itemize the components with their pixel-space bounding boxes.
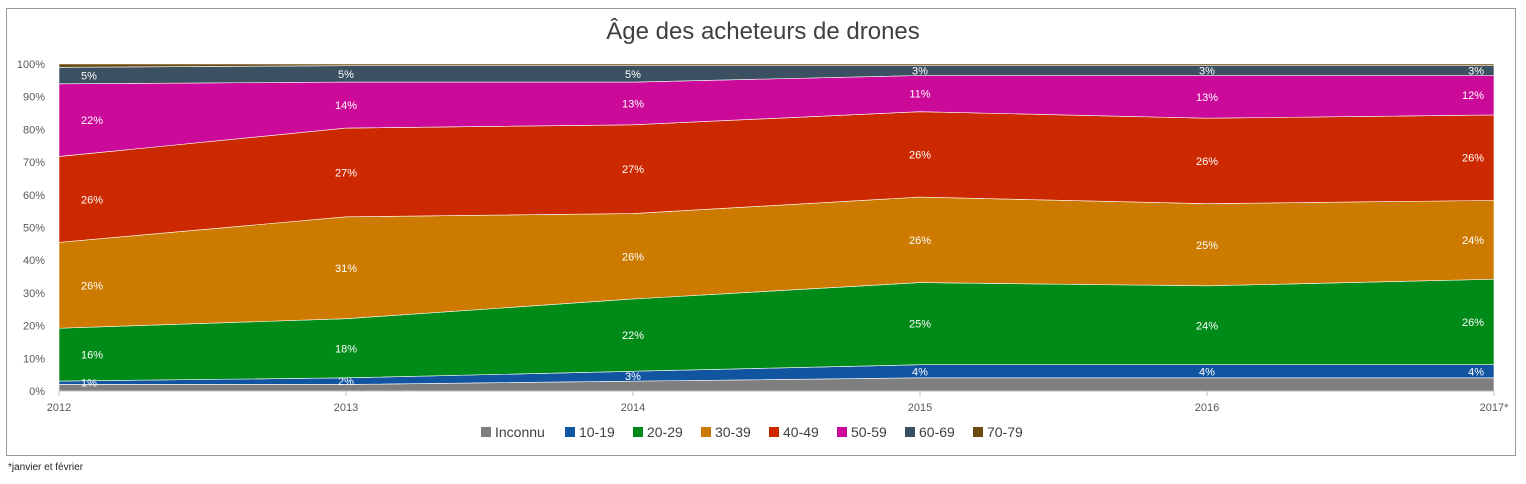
data-label: 14% — [335, 100, 357, 112]
data-label: 5% — [625, 69, 641, 81]
legend-swatch — [769, 427, 779, 437]
y-tick-label: 70% — [23, 157, 45, 169]
legend-swatch — [565, 427, 575, 437]
data-label: 18% — [335, 343, 357, 355]
data-label: 3% — [1199, 66, 1215, 78]
data-label: 24% — [1196, 320, 1218, 332]
legend-label: 70-79 — [987, 424, 1023, 440]
x-tick-label: 2016 — [1195, 402, 1219, 414]
data-label: 3% — [912, 66, 928, 78]
data-label: 27% — [335, 167, 357, 179]
data-label: 26% — [1462, 317, 1484, 329]
y-tick-label: 10% — [23, 353, 45, 365]
data-label: 3% — [625, 371, 641, 383]
data-label: 27% — [622, 164, 644, 176]
legend-swatch — [973, 427, 983, 437]
chart-title: Âge des acheteurs de drones — [606, 18, 920, 45]
legend-label: 60-69 — [919, 424, 955, 440]
data-label: 26% — [1462, 153, 1484, 165]
legend-swatch — [633, 427, 643, 437]
data-label: 25% — [909, 319, 931, 331]
data-label: 25% — [1196, 240, 1218, 252]
data-label: 26% — [622, 251, 644, 263]
data-label: 22% — [622, 330, 644, 342]
legend-swatch — [905, 427, 915, 437]
x-tick-label: 2015 — [908, 402, 932, 414]
x-tick-label: 2012 — [47, 402, 71, 414]
legend-swatch — [481, 427, 491, 437]
data-label: 3% — [1468, 66, 1484, 78]
y-tick-label: 0% — [29, 386, 45, 398]
legend-label: 20-29 — [647, 424, 683, 440]
data-label: 13% — [1196, 92, 1218, 104]
data-label: 1% — [81, 378, 97, 390]
footnote: *janvier et février — [8, 462, 84, 473]
data-label: 12% — [1462, 90, 1484, 102]
data-label: 31% — [335, 263, 357, 275]
y-tick-label: 60% — [23, 190, 45, 202]
data-label: 4% — [1468, 366, 1484, 378]
data-label: 11% — [909, 89, 930, 101]
data-label: 4% — [912, 366, 928, 378]
legend-label: 50-59 — [851, 424, 887, 440]
data-label: 26% — [81, 194, 103, 206]
y-tick-label: 90% — [23, 92, 45, 104]
data-label: 5% — [81, 71, 97, 83]
data-label: 13% — [622, 98, 644, 110]
data-label: 16% — [81, 350, 103, 362]
data-label: 26% — [909, 149, 931, 161]
data-label: 24% — [1462, 235, 1484, 247]
x-tick-label: 2014 — [621, 402, 645, 414]
data-label: 22% — [81, 115, 103, 127]
area-70-79 — [58, 63, 1495, 68]
legend-label: 40-49 — [783, 424, 819, 440]
legend-swatch — [837, 427, 847, 437]
y-tick-label: 30% — [23, 288, 45, 300]
y-tick-label: 80% — [23, 124, 45, 136]
y-tick-label: 100% — [17, 59, 45, 71]
data-label: 26% — [1196, 156, 1218, 168]
y-tick-label: 20% — [23, 321, 45, 333]
legend-swatch — [701, 427, 711, 437]
data-label: 26% — [909, 235, 931, 247]
x-tick-label: 2013 — [334, 402, 358, 414]
data-label: 4% — [1199, 366, 1215, 378]
data-label: 2% — [338, 376, 354, 388]
x-tick-label: 2017* — [1480, 402, 1509, 414]
data-label: 26% — [81, 280, 103, 292]
y-tick-label: 40% — [23, 255, 45, 267]
data-label: 5% — [338, 69, 354, 81]
legend-label: 10-19 — [579, 424, 615, 440]
legend-label: 30-39 — [715, 424, 751, 440]
y-tick-label: 50% — [23, 223, 45, 235]
legend-label: Inconnu — [495, 424, 545, 440]
